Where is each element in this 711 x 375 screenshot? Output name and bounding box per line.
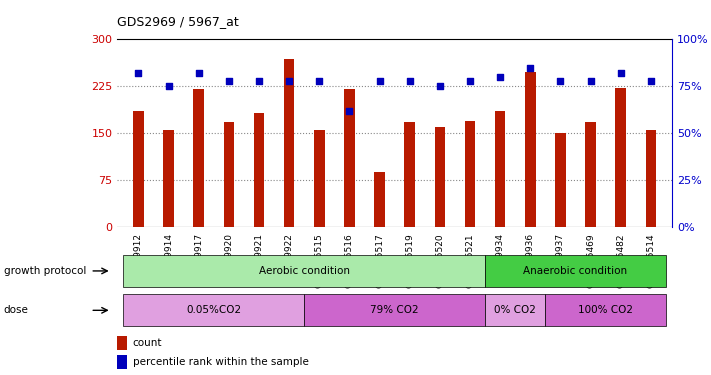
Text: percentile rank within the sample: percentile rank within the sample [133,357,309,367]
Bar [284,59,294,227]
Point [434,83,446,89]
FancyBboxPatch shape [123,294,304,326]
Text: 0.05%CO2: 0.05%CO2 [186,305,241,315]
Bar [133,111,144,227]
Point [133,70,144,76]
Text: 79% CO2: 79% CO2 [370,305,419,315]
Point [314,78,325,84]
Point [163,83,174,89]
FancyBboxPatch shape [123,255,485,287]
Bar [585,122,596,227]
Bar [525,72,535,227]
Text: 0% CO2: 0% CO2 [494,305,536,315]
Point [525,64,536,70]
Bar [495,111,506,227]
Bar [555,133,566,227]
Bar [254,113,264,227]
Bar [374,172,385,227]
Text: Anaerobic condition: Anaerobic condition [523,266,628,276]
Bar [616,88,626,227]
Bar [314,130,324,227]
Bar [434,127,445,227]
Point [343,108,355,114]
Point [193,70,204,76]
Bar [646,130,656,227]
Bar [223,122,234,227]
Point [223,78,235,84]
Point [374,78,385,84]
Bar [193,89,204,227]
Text: count: count [133,338,162,348]
Point [615,70,626,76]
Text: dose: dose [4,305,28,315]
Text: GDS2969 / 5967_at: GDS2969 / 5967_at [117,15,239,28]
Bar [405,122,415,227]
Point [464,78,476,84]
Bar [117,336,127,350]
Bar [465,121,475,227]
Bar [164,130,173,227]
FancyBboxPatch shape [485,255,666,287]
FancyBboxPatch shape [485,294,545,326]
Bar [344,89,355,227]
Point [585,78,597,84]
Point [284,78,295,84]
Text: growth protocol: growth protocol [4,266,86,276]
FancyBboxPatch shape [304,294,485,326]
Bar [117,355,127,369]
Point [494,74,506,80]
Text: Aerobic condition: Aerobic condition [259,266,350,276]
Point [645,78,656,84]
Point [555,78,566,84]
Point [253,78,264,84]
Text: 100% CO2: 100% CO2 [578,305,633,315]
Point [404,78,415,84]
FancyBboxPatch shape [545,294,666,326]
